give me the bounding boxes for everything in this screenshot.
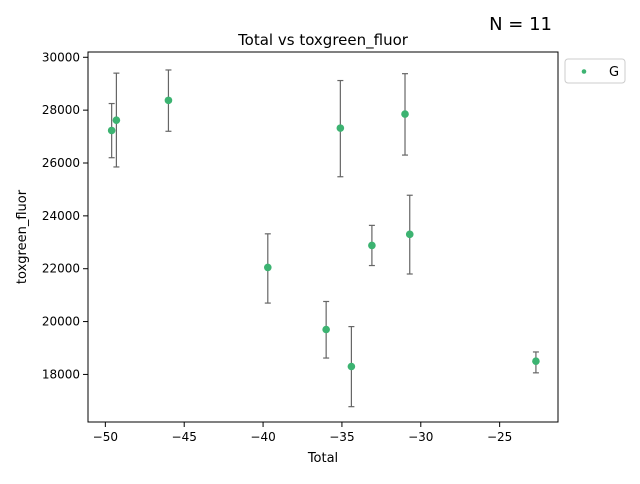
y-axis-ticks: 18000 20000 22000 24000 26000 28000 30000 — [42, 50, 88, 381]
y-tick-label: 20000 — [42, 315, 80, 329]
y-tick-label: 22000 — [42, 262, 80, 276]
legend-marker — [581, 69, 587, 74]
y-axis-label: toxgreen_fluor — [15, 189, 30, 284]
data-point — [532, 357, 540, 366]
data-point — [263, 263, 272, 272]
axes-frame — [87, 51, 559, 423]
data-point — [322, 325, 330, 334]
y-tick-label: 28000 — [42, 103, 80, 117]
legend-label-g: G — [609, 65, 619, 80]
data-points — [107, 96, 540, 371]
chart-title: Total vs toxgreen_fluor — [237, 31, 409, 50]
data-point — [107, 126, 116, 135]
x-tick-label: −45 — [172, 430, 197, 444]
y-tick-label: 24000 — [42, 209, 80, 223]
data-point — [401, 110, 409, 118]
y-tick-label: 26000 — [42, 156, 80, 170]
legend-frame — [564, 58, 626, 84]
x-tick-label: −30 — [408, 430, 433, 444]
x-tick-label: −50 — [93, 430, 118, 444]
x-axis-label: Total — [307, 451, 338, 466]
x-tick-label: −25 — [487, 430, 512, 444]
data-point — [164, 96, 173, 105]
y-tick-label: 18000 — [42, 367, 80, 381]
n-annotation: N = 11 — [489, 14, 552, 35]
x-axis-ticks: −50 −45 −40 −35 −30 −25 — [93, 422, 512, 444]
plot-area: −50 −45 −40 −35 −30 −25 18000 20000 22000 24000 2… — [42, 50, 559, 444]
data-point — [347, 362, 356, 371]
data-point — [112, 116, 121, 124]
y-tick-label: 30000 — [42, 50, 80, 64]
x-tick-label: −40 — [250, 430, 275, 444]
data-point — [336, 124, 345, 132]
x-tick-label: −35 — [329, 430, 354, 444]
legend: G — [564, 58, 626, 84]
data-point — [368, 241, 376, 250]
data-point — [405, 230, 414, 239]
